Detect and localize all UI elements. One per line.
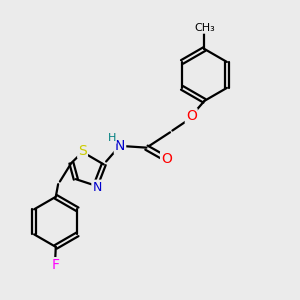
Text: O: O (186, 109, 197, 123)
Text: S: S (78, 144, 87, 158)
Text: O: O (161, 152, 172, 166)
Text: N: N (92, 181, 102, 194)
Text: CH₃: CH₃ (194, 23, 215, 33)
Text: H: H (107, 133, 116, 143)
Text: F: F (51, 258, 59, 272)
Text: N: N (115, 139, 125, 153)
